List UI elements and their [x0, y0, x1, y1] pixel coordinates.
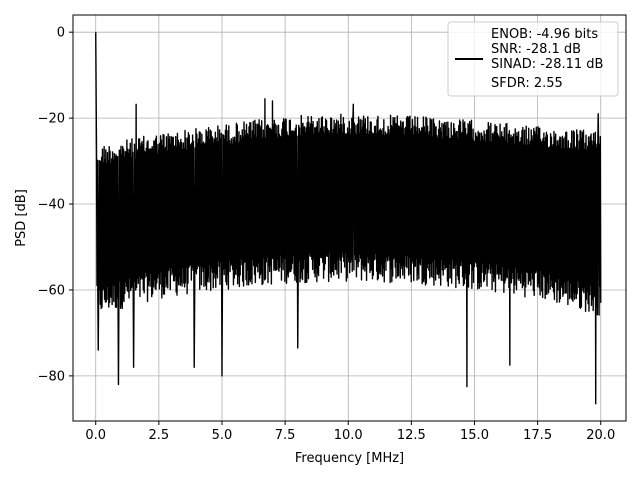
psd-series-line [95, 32, 602, 405]
y-tick-label: 0 [57, 26, 65, 41]
x-tick-label: 15.0 [460, 428, 489, 443]
plot-area [95, 32, 602, 405]
legend-box [447, 21, 619, 97]
legend-line-2: SINAD: -28.11 dB [491, 57, 603, 72]
x-tick-label: 12.5 [397, 428, 426, 443]
x-tick-label: 5.0 [212, 428, 233, 443]
legend-line-3: SFDR: 2.55 [491, 76, 563, 91]
axes-frame [72, 14, 627, 422]
y-axis-label: PSD [dB] [14, 189, 29, 247]
y-tick-label: −60 [38, 283, 65, 298]
x-tick-label: 17.5 [523, 428, 552, 443]
x-tick-label: 0.0 [85, 428, 106, 443]
legend-line-0: ENOB: -4.96 bits [491, 27, 598, 42]
x-tick-label: 7.5 [275, 428, 296, 443]
x-axis-label: Frequency [MHz] [295, 451, 404, 466]
legend-line-1: SNR: -28.1 dB [491, 42, 581, 57]
y-tick-label: −40 [38, 198, 65, 213]
y-tick-label: −80 [38, 369, 65, 384]
x-tick-label: 20.0 [586, 428, 615, 443]
x-tick-label: 10.0 [334, 428, 363, 443]
y-tick-label: −20 [38, 112, 65, 127]
x-tick-label: 2.5 [149, 428, 170, 443]
x-axis-ticks: 0.0 2.5 5.0 7.5 10.0 12.5 15.0 17.5 20.0 [85, 421, 615, 443]
legend: ENOB: -4.96 bits SNR: -28.1 dB SINAD: -2… [447, 21, 619, 97]
y-axis-ticks: 0 −20 −40 −60 −80 [38, 26, 73, 384]
